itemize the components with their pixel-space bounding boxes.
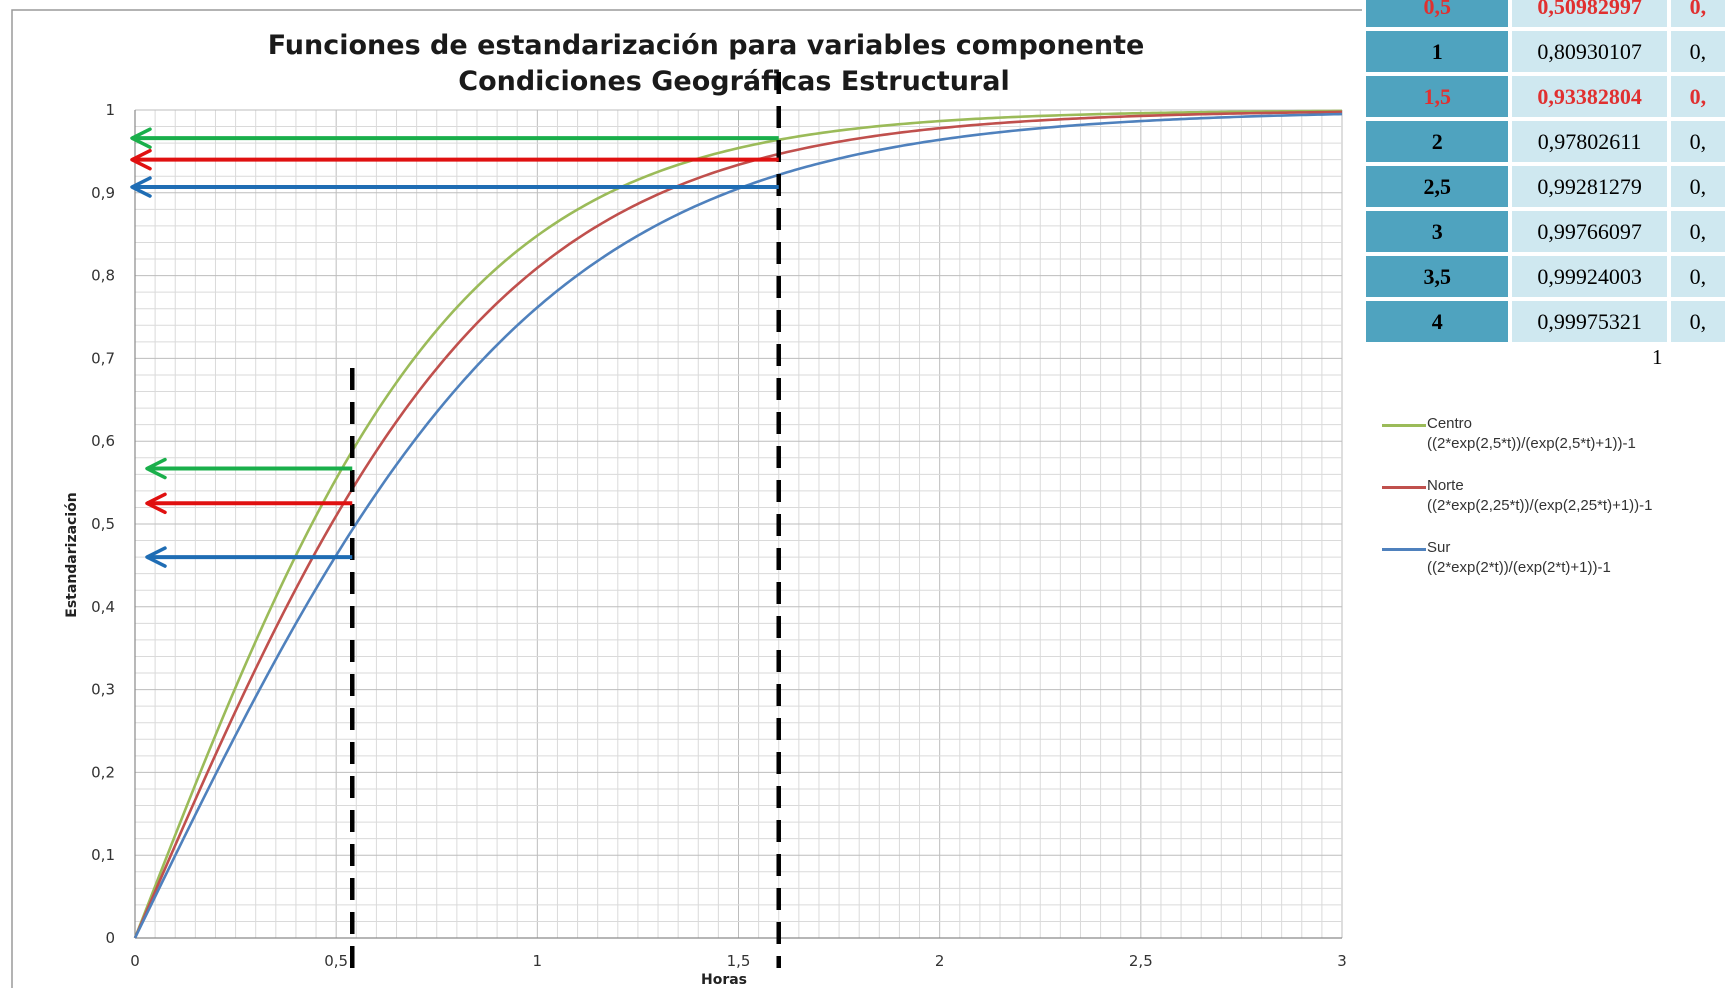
table-cell-value: 0,99766097 [1512, 211, 1667, 252]
table-cell-value: 0,50982997 [1512, 0, 1667, 27]
x-tick-label: 1,5 [727, 952, 751, 970]
y-tick-label: 0,5 [91, 515, 115, 533]
legend-swatch-sur [1382, 548, 1426, 551]
table-row: 3,5 0,99924003 0, [1366, 256, 1725, 297]
table-row: 0,5 0,50982997 0, [1366, 0, 1725, 27]
reference-arrow-head [145, 457, 167, 480]
table-cell-value: 0,97802611 [1512, 121, 1667, 162]
table-cell-hour: 1,5 [1366, 76, 1509, 117]
chart-frame [11, 9, 1362, 988]
table-cell-value: 0,93382804 [1512, 76, 1667, 117]
table-row: 1,5 0,93382804 0, [1366, 76, 1725, 117]
table-row: 1 0,80930107 0, [1366, 31, 1725, 72]
table-cell-hour: 2,5 [1366, 166, 1509, 207]
legend-swatch-norte [1382, 486, 1426, 489]
table-cell-next: 0, [1670, 121, 1725, 162]
series-line-norte [133, 110, 1343, 939]
table-cell-next: 0, [1670, 256, 1725, 297]
legend-formula: ((2*exp(2,5*t))/(exp(2,5*t)+1))-1 [1427, 435, 1636, 452]
y-tick-label: 0 [105, 929, 115, 947]
y-axis-label: Estandarización [64, 492, 80, 617]
page-number: 1 [1652, 345, 1663, 369]
table-cell-hour: 2 [1366, 121, 1509, 162]
reference-arrow [130, 148, 779, 171]
reference-arrow-head [145, 546, 167, 568]
x-tick-label: 2,5 [1129, 952, 1153, 970]
legend-name: Sur [1427, 539, 1451, 556]
axes [134, 110, 1342, 939]
reference-arrow [145, 492, 353, 515]
table-cell-next: 0, [1670, 31, 1725, 72]
table-cell-value: 0,99924003 [1512, 256, 1667, 297]
legend-formula: ((2*exp(2,25*t))/(exp(2,25*t)+1))-1 [1427, 497, 1653, 514]
reference-arrow [130, 176, 779, 198]
reference-lines [350, 72, 781, 968]
legend-name: Norte [1427, 477, 1464, 494]
table-cell-hour: 0,5 [1366, 0, 1509, 27]
reference-arrows [130, 127, 779, 568]
x-tick-label: 1 [533, 952, 543, 970]
legend-formula: ((2*exp(2*t))/(exp(2*t)+1))-1 [1427, 559, 1611, 576]
table-cell-hour: 3 [1366, 211, 1509, 252]
table-row: 3 0,99766097 0, [1366, 211, 1725, 252]
table-cell-next: 0, [1670, 211, 1725, 252]
table-cell-value: 0,99281279 [1512, 166, 1667, 207]
table-cell-hour: 4 [1366, 301, 1509, 342]
y-tick-label: 0,4 [91, 598, 115, 616]
values-table: 0,5 0,50982997 0, 1 0,80930107 0, 1,5 0,9338280… [1362, 0, 1729, 346]
x-tick-label: 3 [1337, 952, 1347, 970]
reference-arrow [145, 546, 353, 568]
y-tick-label: 0,3 [91, 681, 115, 699]
table-cell-hour: 1 [1366, 31, 1509, 72]
table-cell-next: 0, [1670, 0, 1725, 27]
x-tick-label: 2 [935, 952, 945, 970]
reference-arrow-head [130, 148, 152, 171]
tick-labels: 0 0,5 1 1,5 2 2,5 3 0 0,1 0,2 0,3 0,4 0,5 0,6 0,7 0,8 0,… [91, 101, 1347, 970]
grid-lines [134, 109, 1343, 939]
table-cell-value: 0,80930107 [1512, 31, 1667, 72]
chart: Funciones de estandarización para variab… [11, 9, 1362, 988]
y-tick-label: 1 [105, 101, 115, 119]
x-tick-label: 0,5 [324, 952, 348, 970]
table-row: 4 0,99975321 0, [1366, 301, 1725, 342]
reference-arrow-head [130, 127, 152, 149]
table-cell-next: 0, [1670, 76, 1725, 117]
y-tick-label: 0,6 [91, 432, 115, 450]
y-tick-label: 0,8 [91, 267, 115, 285]
chart-subtitle: Condiciones Geográficas Estructural [458, 66, 1009, 97]
table-cell-value: 0,99975321 [1512, 301, 1667, 342]
table-cell-next: 0, [1670, 301, 1725, 342]
table-row: 2 0,97802611 0, [1366, 121, 1725, 162]
table-cell-next: 0, [1670, 166, 1725, 207]
x-tick-label: 0 [130, 952, 140, 970]
y-tick-label: 0,1 [91, 846, 115, 864]
chart-title: Funciones de estandarización para variab… [268, 30, 1145, 61]
reference-arrow-head [145, 492, 167, 515]
y-tick-label: 0,7 [91, 349, 115, 367]
values-table-container: 0,5 0,50982997 0, 1 0,80930107 0, 1,5 0,9338280… [1362, 0, 1729, 392]
table-row: 2,5 0,99281279 0, [1366, 166, 1725, 207]
series-line-centro [133, 109, 1343, 939]
x-axis-label: Horas [701, 972, 747, 988]
legend-name: Centro [1427, 415, 1473, 432]
y-tick-label: 0,2 [91, 763, 115, 781]
y-tick-label: 0,9 [91, 184, 115, 202]
reference-arrow [145, 457, 353, 480]
reference-arrow-head [130, 176, 152, 198]
table-cell-hour: 3,5 [1366, 256, 1509, 297]
reference-arrow [130, 127, 779, 149]
legend-swatch-centro [1382, 424, 1426, 427]
